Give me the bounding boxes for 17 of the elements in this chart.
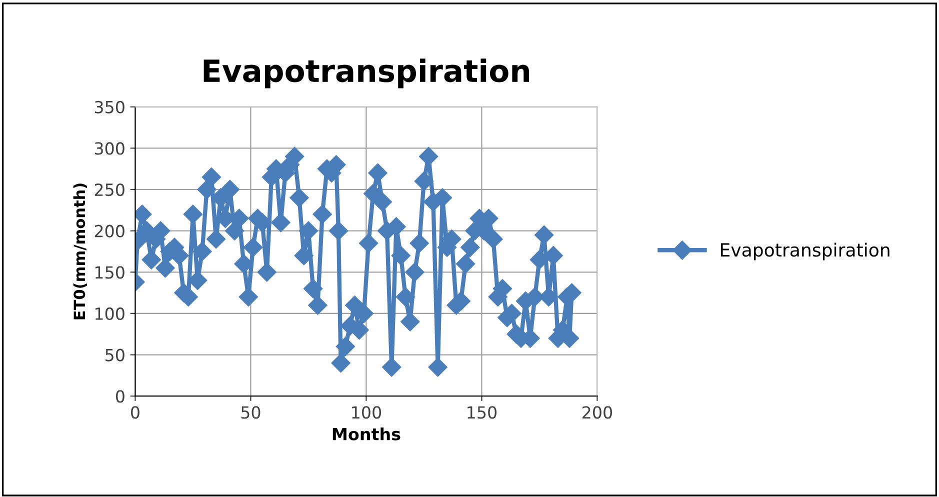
x-tick-label: 150 [468, 406, 497, 419]
y-tick-label: 0 [116, 390, 124, 403]
x-tick-label: 50 [241, 406, 260, 419]
chart-title: Evapotranspiration [204, 58, 530, 88]
y-tick-label: 50 [106, 348, 124, 362]
x-axis-title: Months [332, 428, 400, 440]
x-tick-label: 100 [352, 406, 382, 419]
y-tick-label: 300 [94, 142, 124, 155]
y-axis-title: ET0(mm/month) [73, 184, 87, 320]
legend-label: Evapotranspiration [721, 242, 890, 260]
y-tick-label: 200 [94, 224, 124, 238]
y-tick-label: 150 [96, 266, 124, 279]
x-tick-label: 0 [131, 406, 140, 419]
y-tick-label: 350 [94, 100, 124, 114]
y-tick-label: 100 [96, 307, 124, 320]
x-tick-label: 200 [582, 406, 612, 419]
y-tick-label: 250 [94, 183, 124, 196]
